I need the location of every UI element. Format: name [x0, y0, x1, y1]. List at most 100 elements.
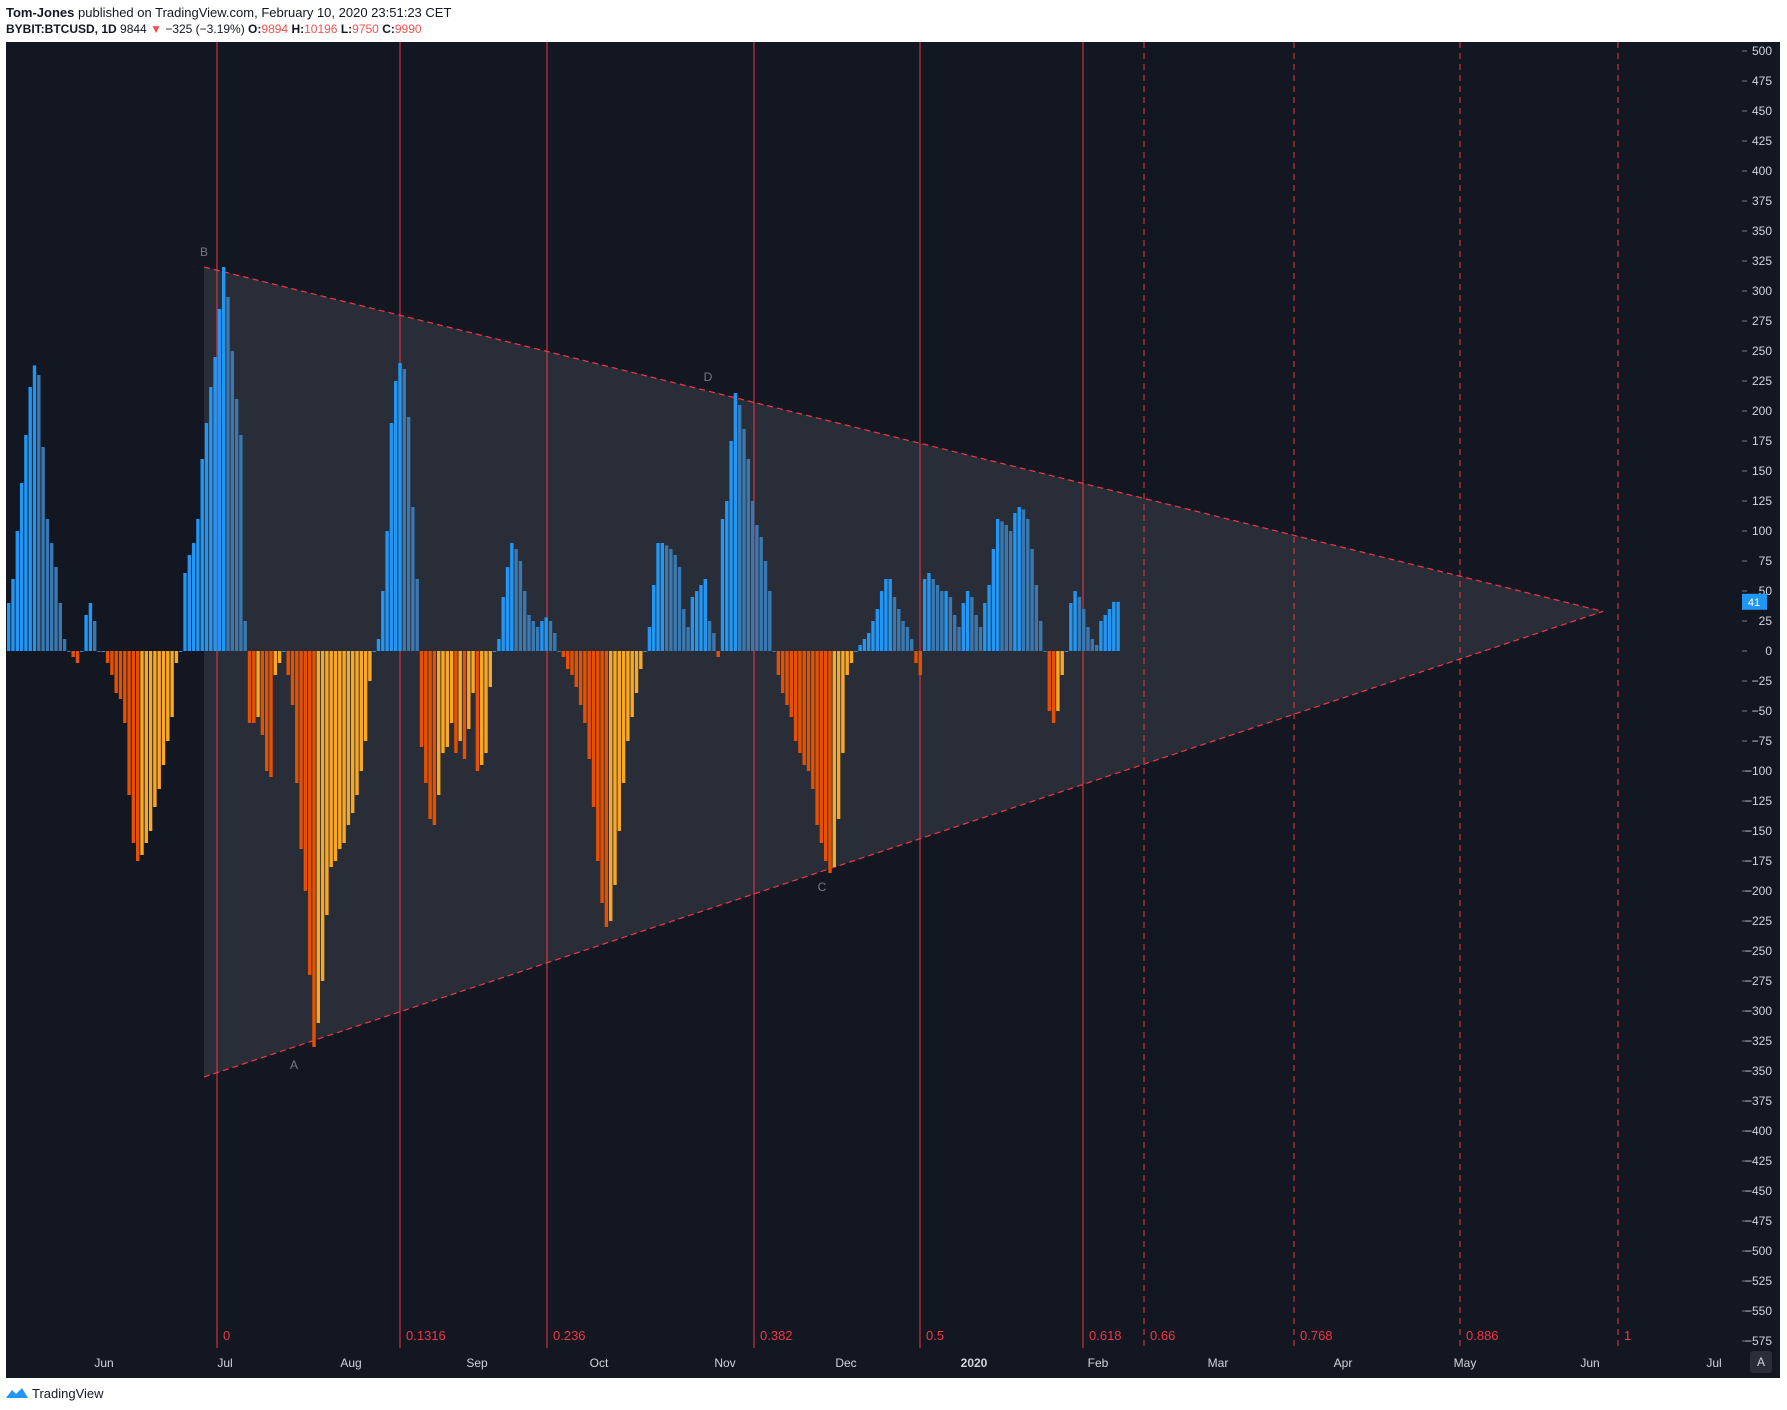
close-label: C:: [382, 22, 395, 36]
histogram-bar: [695, 591, 699, 651]
histogram-bar: [62, 639, 67, 651]
histogram-bar: [80, 651, 84, 652]
histogram-bar: [531, 621, 535, 651]
histogram-bar: [742, 429, 746, 651]
histogram-bar: [707, 621, 712, 651]
histogram-bar: [454, 651, 458, 753]
histogram-bar: [763, 561, 768, 651]
histogram-bar: [303, 651, 308, 891]
x-tick-label: Feb: [1088, 1356, 1109, 1370]
histogram-bar: [234, 399, 239, 651]
histogram-bar: [910, 639, 914, 651]
histogram-bar: [523, 591, 527, 651]
histogram-bar: [609, 651, 613, 921]
histogram-bar: [639, 651, 643, 669]
histogram-bar: [204, 423, 209, 651]
price-axis[interactable]: [1742, 42, 1780, 1378]
histogram-bar: [118, 651, 123, 699]
histogram-bar: [673, 555, 677, 651]
histogram-bar: [699, 585, 703, 651]
histogram-bar: [209, 387, 213, 651]
y-tick-label: 400: [1752, 164, 1772, 178]
x-tick-label: Jun: [94, 1356, 113, 1370]
histogram-bar: [652, 585, 656, 651]
histogram-bar: [458, 651, 462, 741]
histogram-bar: [867, 633, 871, 651]
histogram-bar: [1082, 609, 1086, 651]
histogram-bar: [445, 651, 449, 747]
histogram-bar: [776, 651, 781, 675]
histogram-bar: [527, 615, 531, 651]
histogram-bar: [815, 651, 819, 825]
open-label: O:: [248, 22, 262, 36]
histogram-bar: [768, 591, 772, 651]
author-name[interactable]: Tom-Jones: [6, 5, 75, 20]
histogram-bar: [136, 651, 140, 861]
histogram-bar: [398, 363, 402, 651]
histogram-bar: [501, 597, 505, 651]
histogram-bar: [793, 651, 798, 741]
histogram-bar: [862, 639, 867, 651]
histogram-bar: [174, 651, 179, 663]
histogram-bar: [123, 651, 127, 723]
pattern-point-labels: B D A C: [200, 245, 827, 1072]
histogram-bar: [346, 651, 351, 825]
y-tick-label: 100: [1752, 524, 1772, 538]
y-tick-label: 125: [1752, 494, 1772, 508]
histogram-bar: [295, 651, 299, 783]
histogram-bar: [415, 579, 419, 651]
histogram-bar: [381, 591, 385, 651]
histogram-bar: [974, 615, 978, 651]
symbol-name[interactable]: BYBIT:BTCUSD: [6, 22, 95, 36]
histogram-bar: [1000, 521, 1004, 651]
histogram-bar: [991, 549, 996, 651]
histogram-bar: [471, 651, 475, 693]
fib-time-label: 0.1316: [406, 1328, 446, 1343]
close-value: 9990: [394, 22, 422, 36]
histogram-bar: [161, 651, 166, 765]
histogram-bar: [854, 651, 858, 652]
histogram-bar: [574, 651, 578, 687]
histogram-bar: [286, 651, 290, 675]
low-value: 9750: [352, 22, 379, 36]
y-tick-label: −400: [1745, 1124, 1772, 1138]
histogram-bar: [265, 651, 269, 771]
y-tick-label: 375: [1752, 194, 1772, 208]
auto-scale-button[interactable]: A: [1750, 1351, 1772, 1373]
fib-time-zones[interactable]: 0 0.1316 0.236 0.382 0.5 0.618 0.66 0.768 0.886 1: [216, 42, 1631, 1348]
histogram-bar: [858, 645, 862, 651]
y-tick-label: 450: [1752, 104, 1772, 118]
histogram-bar: [729, 441, 733, 651]
time-axis[interactable]: [6, 1348, 1742, 1378]
x-tick-label: Jun: [1580, 1356, 1599, 1370]
oscillator-chart[interactable]: 0 0.1316 0.236 0.382 0.5 0.618 0.66 0.768 0.886 1…: [0, 0, 1787, 1380]
histogram-bar: [411, 507, 415, 651]
histogram-bar: [557, 651, 561, 652]
histogram-bar: [712, 633, 716, 651]
histogram-bar: [84, 615, 88, 651]
histogram-bar: [243, 621, 247, 651]
histogram-bar: [806, 651, 811, 771]
histogram-bar: [849, 651, 854, 663]
histogram-bar: [832, 651, 836, 867]
publish-text: published on TradingView.com, February 1…: [74, 5, 452, 20]
triangle-pattern[interactable]: [203, 266, 1604, 1078]
histogram-bar: [37, 375, 41, 651]
histogram-bar: [179, 651, 183, 652]
y-tick-label: 275: [1752, 314, 1772, 328]
y-tick-label: 425: [1752, 134, 1772, 148]
last-value-badge: 41: [1742, 593, 1767, 610]
y-tick-label: −500: [1745, 1244, 1772, 1258]
histogram-bar: [342, 651, 346, 843]
tradingview-logo[interactable]: TradingView: [6, 1384, 104, 1402]
histogram-bar: [1116, 601, 1120, 651]
histogram-bar: [725, 501, 729, 651]
fib-time-label: 0.236: [553, 1328, 586, 1343]
histogram-bar: [15, 531, 19, 651]
histogram-bar: [67, 651, 71, 652]
histogram-bar: [978, 627, 983, 651]
histogram-bar: [772, 651, 776, 652]
fib-time-label: 0.768: [1300, 1328, 1333, 1343]
fib-time-label: 0.5: [926, 1328, 944, 1343]
histogram-bar: [269, 651, 273, 777]
